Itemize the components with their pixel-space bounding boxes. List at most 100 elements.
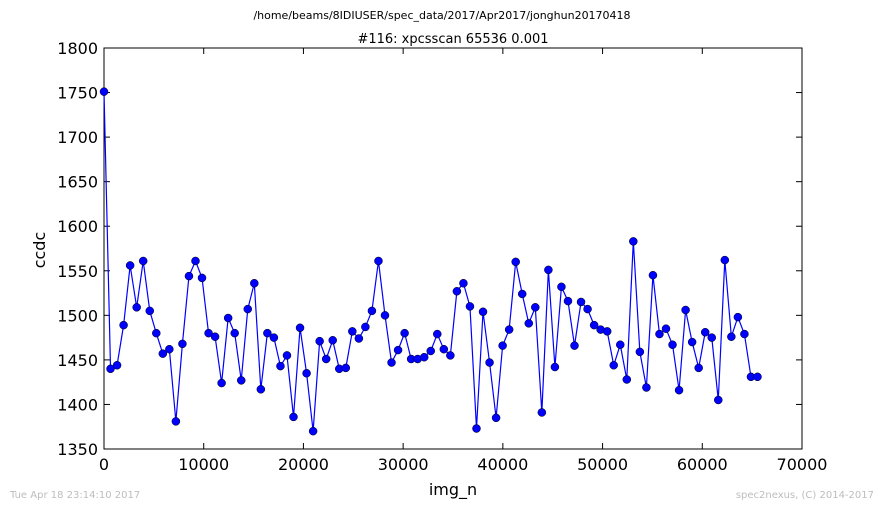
data-point — [419, 352, 429, 362]
data-point — [504, 325, 514, 334]
data-point — [681, 305, 690, 315]
data-point — [289, 412, 298, 422]
y-tick-label: 1400 — [57, 395, 98, 414]
data-point — [583, 304, 592, 314]
file-path-title: /home/beams/8IDIUSER/spec_data/2017/Apr2… — [253, 9, 630, 22]
data-point — [354, 334, 364, 343]
data-point — [714, 395, 723, 405]
data-point — [439, 344, 449, 354]
data-point — [112, 360, 122, 370]
data-point — [125, 261, 135, 270]
data-point — [694, 363, 703, 373]
data-point — [557, 282, 566, 292]
y-tick-label: 1550 — [57, 262, 98, 281]
data-point — [524, 319, 534, 328]
data-point — [426, 346, 435, 356]
data-point — [570, 341, 579, 350]
x-axis-label: img_n — [429, 480, 477, 500]
data-point — [387, 358, 396, 367]
data-point — [99, 87, 109, 96]
data-point — [446, 351, 455, 360]
data-point — [119, 320, 128, 330]
data-point — [236, 376, 246, 385]
data-point — [204, 328, 213, 338]
y-tick-label: 1350 — [57, 440, 98, 459]
data-point — [674, 385, 684, 395]
data-point — [668, 340, 677, 349]
x-tick-label: 50000 — [577, 455, 628, 474]
data-series — [99, 87, 762, 436]
data-point — [132, 303, 141, 312]
y-axis-label: ccdc — [30, 232, 49, 269]
credit: spec2nexus, (C) 2014-2017 — [736, 490, 874, 501]
x-tick-label: 10000 — [178, 455, 229, 474]
data-point — [263, 328, 272, 338]
plot-area — [99, 47, 803, 450]
data-point — [302, 369, 311, 378]
data-point — [498, 341, 507, 350]
data-point — [517, 289, 527, 299]
data-point — [191, 256, 200, 266]
y-tick-label: 1800 — [57, 39, 98, 58]
y-tick-label: 1750 — [57, 84, 98, 103]
data-point — [256, 385, 266, 394]
data-point — [210, 332, 220, 341]
data-point — [184, 271, 194, 281]
data-point — [661, 324, 671, 333]
axes-frame — [103, 47, 803, 450]
data-point — [217, 378, 226, 388]
data-point — [178, 339, 187, 349]
x-tick-label: 40000 — [477, 455, 528, 474]
data-point — [321, 354, 331, 364]
data-point — [459, 279, 468, 288]
data-point — [243, 304, 253, 314]
x-tick-label: 60000 — [677, 455, 728, 474]
x-tick-label: 0 — [99, 455, 109, 474]
data-point — [531, 303, 540, 312]
data-point — [145, 306, 154, 316]
data-point — [380, 311, 390, 320]
y-tick-label: 1500 — [57, 306, 98, 325]
data-point — [400, 328, 409, 338]
data-point — [106, 364, 115, 374]
scan-title: #116: xpcsscan 65536 0.001 — [357, 32, 548, 47]
data-point — [171, 417, 181, 426]
data-point — [223, 313, 233, 323]
data-point — [315, 336, 324, 346]
data-point — [740, 329, 749, 339]
tick-labels: 0 10000 20000 30000 40000 50000 60000 70000 1350… — [57, 39, 827, 474]
data-point — [152, 328, 161, 338]
timestamp: Tue Apr 18 23:14:10 2017 — [9, 490, 140, 501]
data-point — [138, 256, 148, 266]
data-point — [465, 302, 475, 311]
x-tick-label: 20000 — [278, 455, 329, 474]
data-point — [295, 323, 305, 333]
y-tick-label: 1650 — [57, 173, 98, 192]
x-tick-label: 30000 — [378, 455, 429, 474]
data-point — [550, 362, 560, 372]
data-point — [707, 333, 716, 342]
data-point — [727, 332, 736, 341]
data-point — [544, 265, 553, 275]
data-point — [753, 372, 762, 382]
data-point — [341, 363, 351, 373]
data-point — [609, 360, 618, 370]
data-point — [197, 273, 207, 283]
data-point — [563, 296, 573, 306]
data-point — [720, 255, 730, 265]
x-tick-label: 70000 — [777, 455, 828, 474]
data-point — [361, 322, 370, 332]
data-point — [478, 307, 488, 317]
data-point — [250, 279, 259, 288]
data-point — [700, 328, 710, 337]
data-point — [655, 329, 664, 339]
data-point — [589, 320, 599, 330]
data-point — [328, 336, 337, 345]
data-point — [485, 358, 494, 367]
data-point — [635, 347, 645, 357]
data-point — [308, 426, 318, 436]
data-point — [629, 237, 638, 246]
data-point — [642, 383, 651, 392]
data-point — [282, 351, 292, 360]
data-point — [393, 345, 403, 355]
